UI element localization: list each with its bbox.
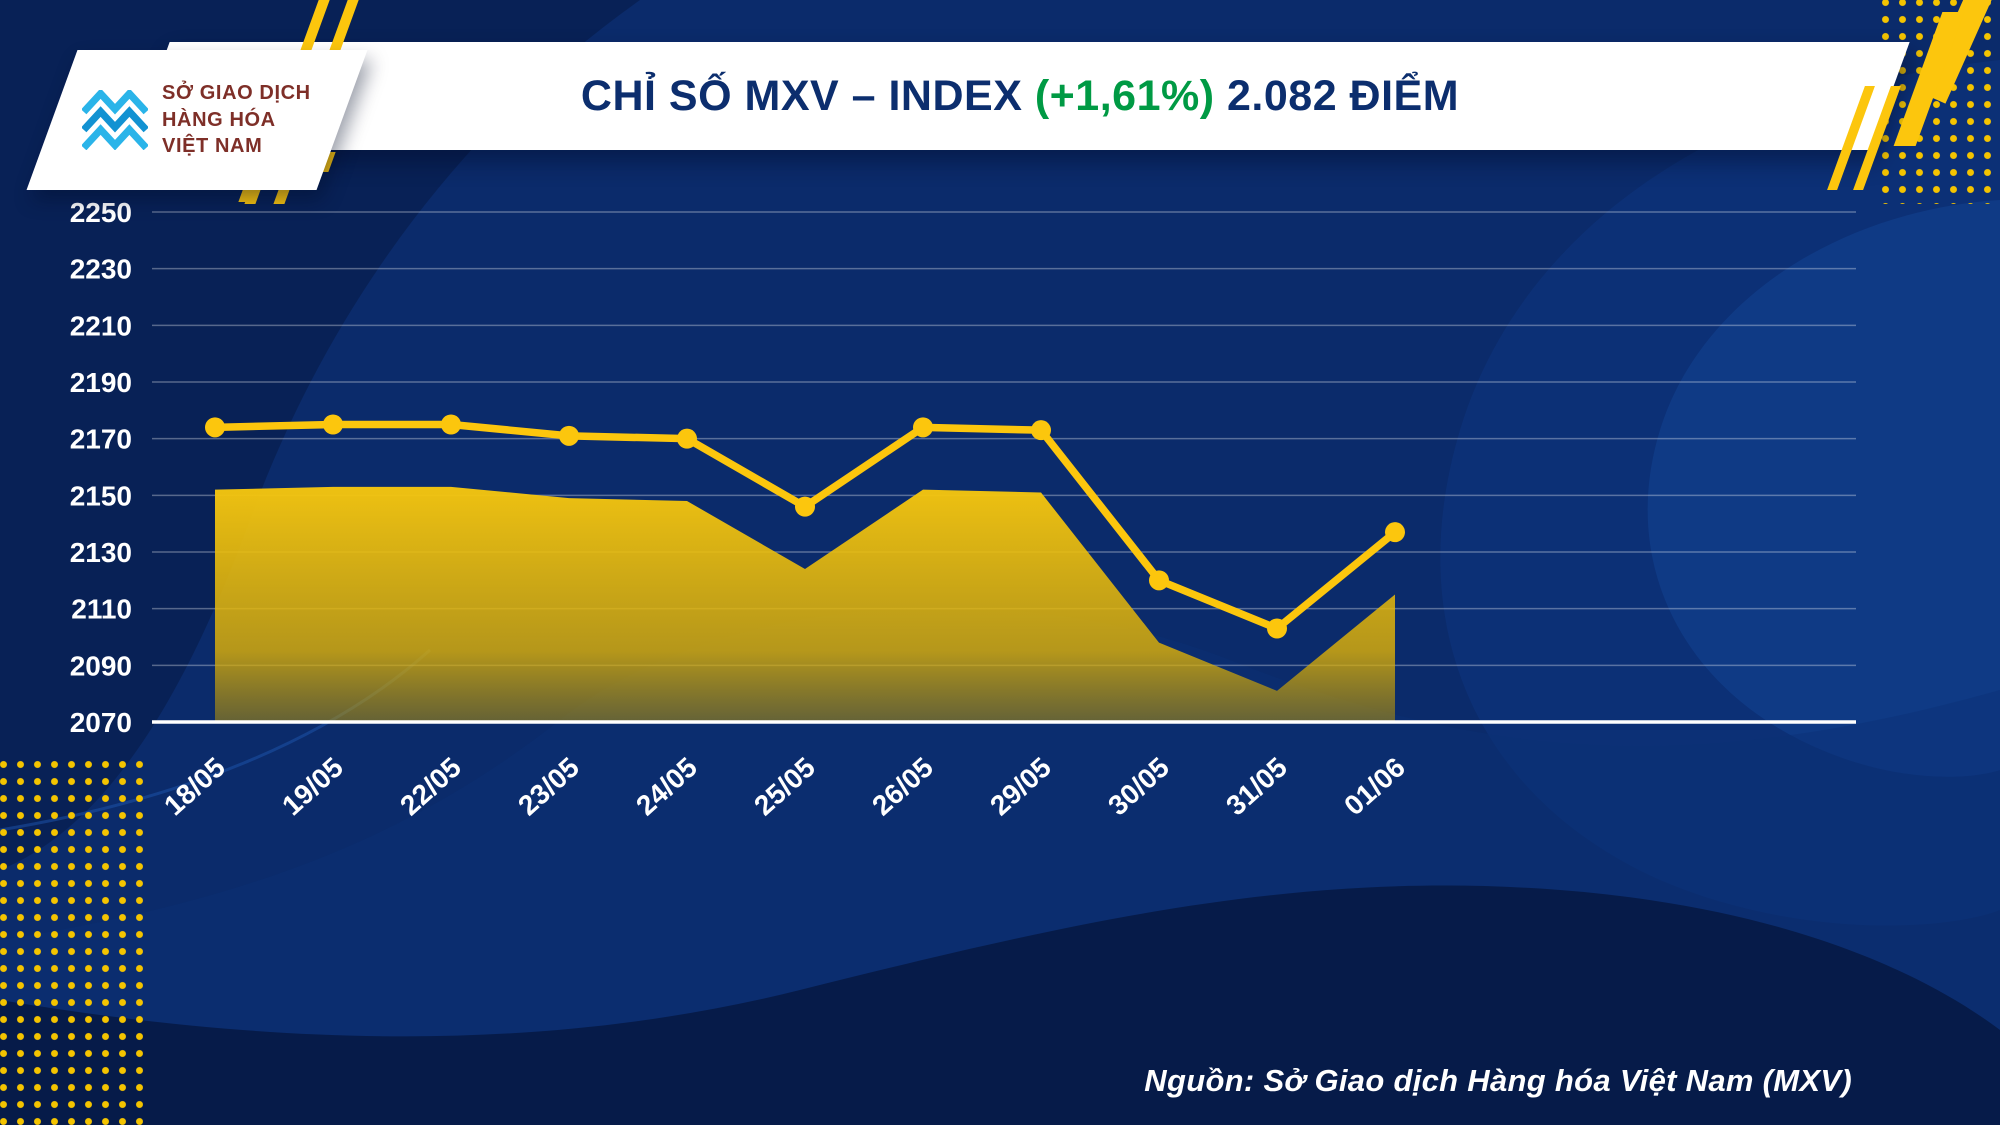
- svg-text:30/05: 30/05: [1102, 751, 1175, 821]
- svg-text:2110: 2110: [71, 594, 132, 625]
- svg-text:29/05: 29/05: [984, 751, 1057, 821]
- logo-inner: SỞ GIAO DỊCH HÀNG HÓA VIỆT NAM: [52, 50, 342, 190]
- svg-text:22/05: 22/05: [394, 751, 467, 821]
- logo-text: SỞ GIAO DỊCH HÀNG HÓA VIỆT NAM: [162, 80, 311, 159]
- svg-text:18/05: 18/05: [158, 751, 231, 821]
- svg-text:2250: 2250: [70, 197, 132, 228]
- halftone-dots-bottom-left: [0, 756, 143, 1125]
- svg-text:25/05: 25/05: [748, 751, 821, 821]
- title-change-percent: (+1,61%): [1034, 72, 1215, 120]
- logo-line-2: HÀNG HÓA: [162, 108, 276, 131]
- title-banner: CHỈ SỐ MXV – INDEX (+1,61%) 2.082 ĐIỂM: [150, 42, 1890, 150]
- svg-text:31/05: 31/05: [1220, 751, 1293, 821]
- svg-text:23/05: 23/05: [512, 751, 585, 821]
- svg-text:19/05: 19/05: [276, 751, 349, 821]
- svg-text:01/06: 01/06: [1338, 751, 1411, 821]
- page-title: CHỈ SỐ MXV – INDEX (+1,61%) 2.082 ĐIỂM: [150, 42, 1890, 150]
- svg-text:2170: 2170: [70, 424, 132, 455]
- svg-text:2070: 2070: [70, 707, 132, 738]
- title-points: 2.082 ĐIỂM: [1227, 72, 1460, 120]
- svg-text:26/05: 26/05: [866, 751, 939, 821]
- svg-text:24/05: 24/05: [630, 751, 703, 821]
- svg-text:2150: 2150: [70, 480, 132, 511]
- svg-text:2210: 2210: [70, 310, 132, 341]
- svg-text:2230: 2230: [70, 254, 132, 285]
- logo-line-3: VIỆT NAM: [162, 135, 263, 158]
- title-text: CHỈ SỐ MXV – INDEX: [580, 72, 1023, 120]
- svg-text:2090: 2090: [70, 650, 132, 681]
- svg-text:2190: 2190: [70, 367, 132, 398]
- mxv-logo: SỞ GIAO DỊCH HÀNG HÓA VIỆT NAM: [52, 50, 342, 190]
- source-text: Nguồn: Sở Giao dịch Hàng hóa Việt Nam (M…: [1144, 1063, 1852, 1098]
- logo-line-1: SỞ GIAO DỊCH: [162, 82, 311, 105]
- svg-text:2130: 2130: [70, 537, 132, 568]
- mxv-logo-icon: [82, 90, 148, 150]
